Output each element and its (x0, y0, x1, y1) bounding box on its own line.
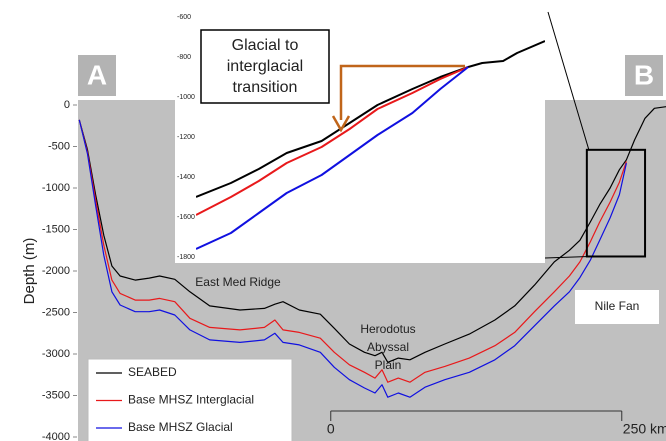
panel-label-box (625, 55, 663, 96)
y-tick-label: -4000 (42, 431, 70, 441)
y-tick-label: -1000 (42, 182, 70, 194)
y-tick-label: 0 (64, 99, 70, 111)
inset-y-tick-label: -800 (177, 54, 191, 61)
inset-y-tick-label: -1200 (177, 134, 195, 141)
y-tick-label: -2000 (42, 265, 70, 277)
zoom-box (585, 148, 647, 258)
legend-label: SEABED (128, 365, 177, 379)
panel-label: A (87, 59, 107, 90)
legend-label: Base MHSZ Glacial (128, 420, 233, 434)
y-tick-label: -2500 (42, 306, 70, 318)
leader-line (544, 255, 589, 259)
annotation: Plain (375, 358, 402, 372)
inset-y-tick-label: -1000 (177, 94, 195, 101)
annotation-box (575, 290, 659, 324)
y-tick-label: -3000 (42, 348, 70, 360)
y-axis-label: Depth (m) (21, 238, 38, 305)
annotation: Nile Fan (595, 299, 640, 313)
panel-label-box (78, 55, 116, 96)
scale-bar-label: 0 (327, 421, 335, 437)
annotation: interglacial (227, 58, 303, 75)
y-tick-label: -3500 (42, 389, 70, 401)
y-tick-label: -1500 (42, 223, 70, 235)
inset-y-tick-label: -1600 (177, 214, 195, 221)
series-line (196, 66, 469, 250)
series-line (196, 66, 469, 216)
inset-y-tick-label: -600 (177, 14, 191, 21)
series-line (78, 106, 666, 363)
series-line (78, 119, 627, 398)
annotation: Herodotus (360, 322, 415, 336)
annotation: Glacial to (232, 37, 299, 54)
annotation: transition (233, 79, 298, 96)
annotation-arrow (339, 64, 465, 120)
inset-y-tick-label: -1400 (177, 174, 195, 181)
annotation: East Med Ridge (195, 275, 281, 289)
annotation-box (200, 29, 330, 104)
scale-bar-label: 250 km (623, 421, 666, 437)
leader-line (547, 11, 590, 150)
inset-y-tick-label: -1800 (177, 254, 195, 261)
y-tick-label: -500 (48, 140, 70, 152)
series-line (78, 119, 627, 383)
series-line (196, 40, 545, 198)
panel-label: B (634, 59, 654, 90)
annotation: Abyssal (367, 340, 409, 354)
annotation-arrowhead (331, 115, 351, 133)
legend-label: Base MHSZ Interglacial (128, 393, 254, 407)
